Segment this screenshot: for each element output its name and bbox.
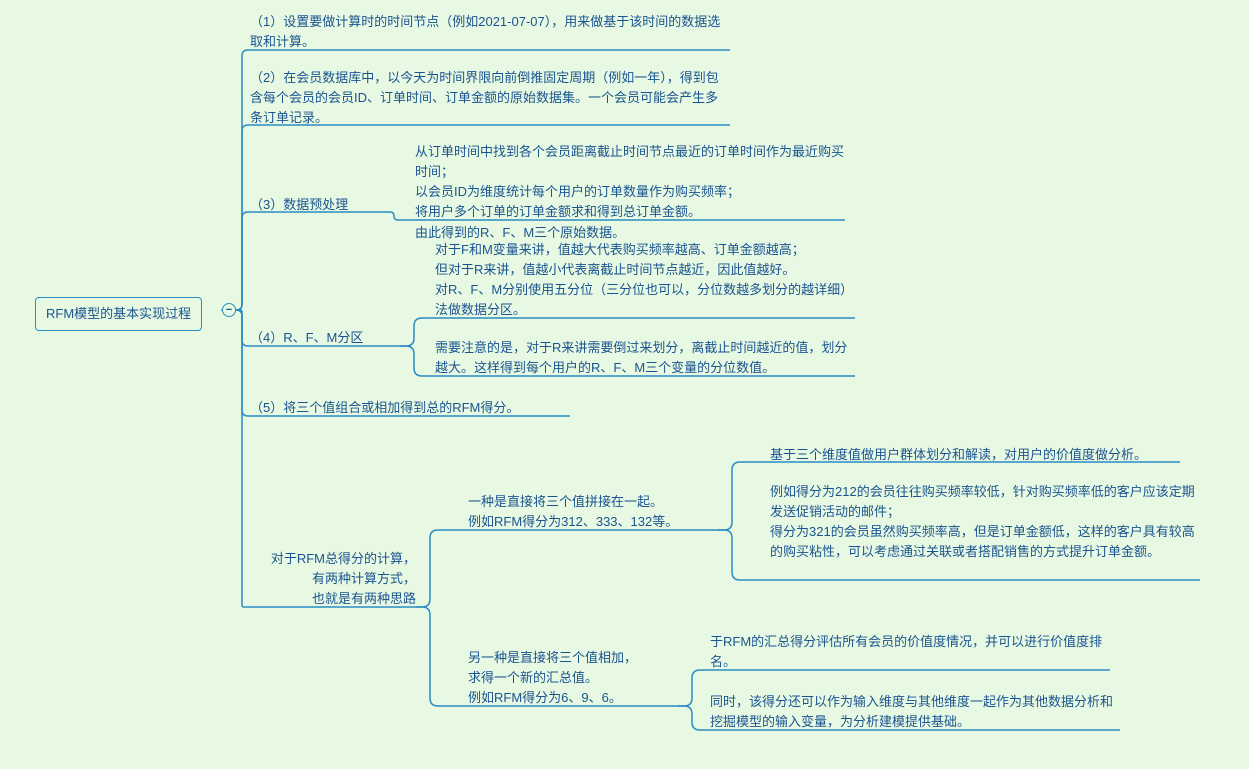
- root-label: RFM模型的基本实现过程: [46, 304, 191, 324]
- b6c2-node: 另一种是直接将三个值相加， 求得一个新的汇总值。 例如RFM得分为6、9、6。: [468, 648, 678, 708]
- b1-label: （1）设置要做计算时的时间节点（例如2021-07-07），用来做基于该时间的数…: [250, 12, 730, 52]
- b6c1g2-node: 例如得分为212的会员往往购买频率较低，针对购买频率低的客户应该定期发送促销活动…: [770, 482, 1200, 563]
- b6c1-node: 一种是直接将三个值拼接在一起。 例如RFM得分为312、333、132等。: [468, 492, 718, 532]
- b6c1-label: 一种是直接将三个值拼接在一起。 例如RFM得分为312、333、132等。: [468, 492, 718, 532]
- b2-node: （2）在会员数据库中，以今天为时间界限向前倒推固定周期（例如一年），得到包含每个…: [250, 68, 730, 128]
- b4c1-node: 对于F和M变量来讲，值越大代表购买频率越高、订单金额越高； 但对于R来讲，值越小…: [435, 240, 855, 321]
- b1-node: （1）设置要做计算时的时间节点（例如2021-07-07），用来做基于该时间的数…: [250, 12, 730, 52]
- b4-node: （4）R、F、M分区: [250, 328, 400, 348]
- b3c1-node: 从订单时间中找到各个会员距离截止时间节点最近的订单时间作为最近购买时间； 以会员…: [415, 142, 845, 243]
- b3c1-label: 从订单时间中找到各个会员距离截止时间节点最近的订单时间作为最近购买时间； 以会员…: [415, 142, 845, 243]
- b6c1g1-label: 基于三个维度值做用户群体划分和解读，对用户的价值度做分析。: [770, 445, 1180, 465]
- b6c2g2-label: 同时，该得分还可以作为输入维度与其他维度一起作为其他数据分析和挖掘模型的输入变量…: [710, 692, 1120, 732]
- b6c2g1-label: 于RFM的汇总得分评估所有会员的价值度情况，并可以进行价值度排名。: [710, 632, 1110, 672]
- b6c1g2-label: 例如得分为212的会员往往购买频率较低，针对购买频率低的客户应该定期发送促销活动…: [770, 482, 1200, 563]
- b4-label: （4）R、F、M分区: [250, 328, 400, 348]
- b5-node: （5）将三个值组合或相加得到总的RFM得分。: [250, 398, 570, 418]
- b6-label: 对于RFM总得分的计算， 有两种计算方式， 也就是有两种思路: [246, 549, 416, 609]
- root-node: RFM模型的基本实现过程: [35, 297, 202, 331]
- b6-node: 对于RFM总得分的计算， 有两种计算方式， 也就是有两种思路: [246, 549, 416, 609]
- b4c1-label: 对于F和M变量来讲，值越大代表购买频率越高、订单金额越高； 但对于R来讲，值越小…: [435, 240, 855, 321]
- b4c2-node: 需要注意的是，对于R来讲需要倒过来划分，离截止时间越近的值，划分越大。这样得到每…: [435, 338, 855, 378]
- b3-node: （3）数据预处理: [250, 195, 380, 215]
- b4c2-label: 需要注意的是，对于R来讲需要倒过来划分，离截止时间越近的值，划分越大。这样得到每…: [435, 338, 855, 378]
- b2-label: （2）在会员数据库中，以今天为时间界限向前倒推固定周期（例如一年），得到包含每个…: [250, 68, 730, 128]
- b6c2g2-node: 同时，该得分还可以作为输入维度与其他维度一起作为其他数据分析和挖掘模型的输入变量…: [710, 692, 1120, 732]
- root-toggle[interactable]: −: [222, 303, 236, 317]
- b5-label: （5）将三个值组合或相加得到总的RFM得分。: [250, 398, 570, 418]
- b6c2-label: 另一种是直接将三个值相加， 求得一个新的汇总值。 例如RFM得分为6、9、6。: [468, 648, 678, 708]
- b6c2g1-node: 于RFM的汇总得分评估所有会员的价值度情况，并可以进行价值度排名。: [710, 632, 1110, 672]
- b6c1g1-node: 基于三个维度值做用户群体划分和解读，对用户的价值度做分析。: [770, 445, 1180, 465]
- b3-label: （3）数据预处理: [250, 195, 380, 215]
